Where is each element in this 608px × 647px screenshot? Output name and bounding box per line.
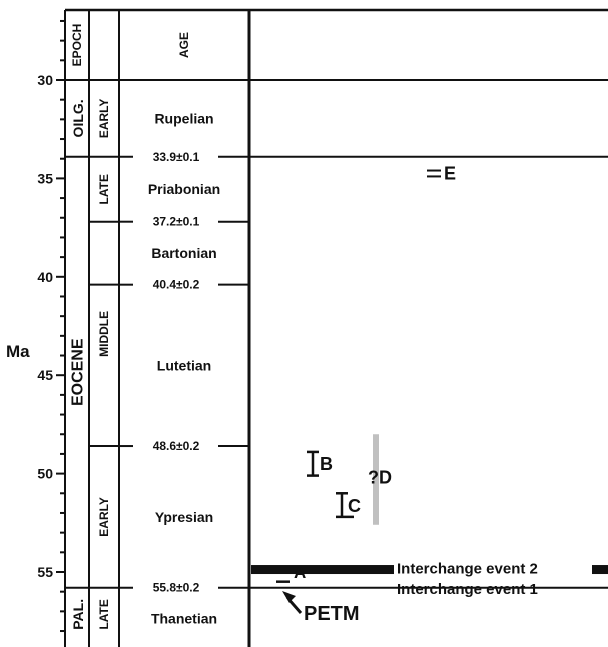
age-label: Thanetian: [151, 610, 217, 626]
stratigraphic-columns: OILG. EOCENE PAL. EARLY LATE MIDDLE EARLY LATE R…: [70, 99, 221, 630]
age-label: Rupelian: [154, 110, 213, 126]
interchange-1-label: Interchange event 1: [397, 581, 538, 598]
subepoch-label: LATE: [97, 174, 111, 204]
event-e-label: E: [444, 163, 456, 183]
time-axis: 30 35 40 45 50 55 Ma: [6, 19, 65, 633]
petm-arrow-head: [282, 591, 296, 603]
boundary-age-label: 33.9±0.1: [153, 150, 200, 164]
axis-label: Ma: [6, 342, 30, 361]
petm-label: PETM: [304, 603, 360, 625]
interchange-2-bar-right: [592, 565, 608, 575]
age-label: Priabonian: [148, 181, 220, 197]
age-label: Ypresian: [155, 509, 213, 525]
event-d-uncertain-bar: [373, 434, 379, 525]
axis-tick-label: 55: [37, 564, 53, 580]
boundary-age-label: 37.2±0.1: [153, 215, 200, 229]
interchange-2-bar: [251, 565, 394, 575]
boundary-age-label: 40.4±0.2: [153, 278, 200, 292]
epoch-header: EPOCH: [70, 24, 84, 67]
chart-frame: EPOCH AGE: [64, 8, 608, 647]
event-c-label: C: [348, 496, 361, 516]
epoch-label: PAL.: [70, 599, 86, 630]
age-label: Bartonian: [151, 245, 216, 261]
interchange-2-label: Interchange event 2: [397, 561, 538, 578]
boundary-lines: 33.9±0.1 37.2±0.1 40.4±0.2 48.6±0.2 55.8±0.2: [65, 79, 608, 595]
subepoch-label: MIDDLE: [97, 311, 111, 357]
axis-tick-label: 45: [37, 367, 53, 383]
event-b-label: B: [320, 454, 333, 474]
boundary-age-label: 48.6±0.2: [153, 439, 200, 453]
event-markers: Interchange event 2 Interchange event 1 A B…: [251, 163, 608, 625]
event-a-label: A: [294, 563, 306, 582]
subepoch-label: EARLY: [97, 99, 111, 139]
epoch-label: OILG.: [70, 99, 86, 137]
event-d-label: ?D: [368, 468, 392, 488]
age-label: Lutetian: [157, 357, 211, 373]
boundary-age-label: 55.8±0.2: [153, 581, 200, 595]
axis-tick-label: 40: [37, 269, 53, 285]
age-header: AGE: [177, 32, 191, 58]
axis-tick-label: 35: [37, 170, 53, 186]
epoch-label: EOCENE: [70, 338, 87, 406]
subepoch-label: LATE: [97, 599, 111, 629]
axis-tick-label: 50: [37, 466, 53, 482]
subepoch-label: EARLY: [97, 497, 111, 537]
axis-tick-label: 30: [37, 72, 53, 88]
